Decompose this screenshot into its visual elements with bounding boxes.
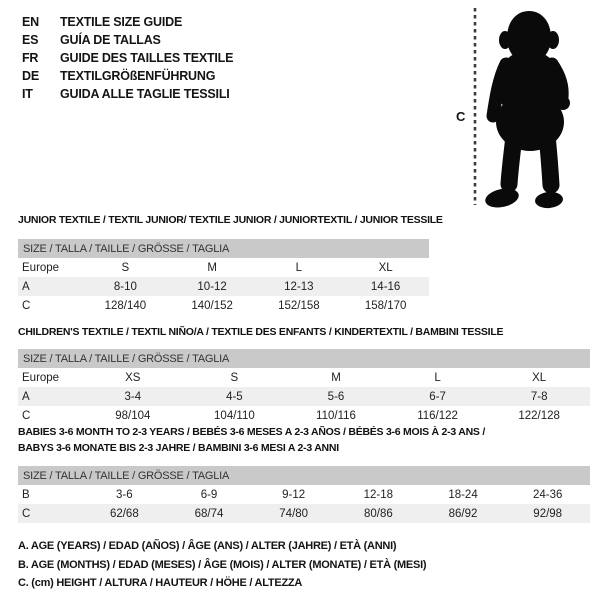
language-code: IT — [22, 87, 33, 101]
table-row-height: C 128/140 140/152 152/158 158/170 — [18, 296, 429, 315]
row-label: A — [22, 390, 30, 403]
age-cell: 6-7 — [429, 390, 446, 403]
row-label: C — [22, 299, 31, 312]
row-label: B — [22, 488, 30, 501]
height-label-c: C — [456, 109, 466, 124]
table-row-europe: Europe S M L XL — [18, 258, 429, 277]
age-cell: 8-10 — [113, 280, 137, 293]
height-cell: 80/86 — [363, 507, 393, 520]
footnote-legend: A. AGE (YEARS) / EDAD (AÑOS) / ÂGE (ANS)… — [18, 537, 427, 593]
footnote-a: A. AGE (YEARS) / EDAD (AÑOS) / ÂGE (ANS)… — [18, 540, 397, 552]
height-cell: 122/128 — [518, 409, 560, 422]
language-code: EN — [22, 15, 39, 29]
guide-title: GUIDA ALLE TAGLIE TESSILI — [60, 87, 230, 101]
measurement-figure: C — [450, 4, 600, 216]
age-cell: 5-6 — [327, 390, 345, 403]
table-row-europe: Europe XS S M L XL — [18, 368, 590, 387]
months-cell: 9-12 — [282, 488, 306, 501]
size-header-bar: SIZE / TALLA / TAILLE / GRÖSSE / TAGLIA — [18, 349, 590, 368]
section-title-babies: BABIES 3-6 MONTH TO 2-3 YEARS / BEBÉS 3-… — [18, 424, 485, 456]
height-cell: 92/98 — [533, 507, 563, 520]
junior-size-table: SIZE / TALLA / TAILLE / GRÖSSE / TAGLIA … — [18, 239, 429, 315]
row-label: C — [22, 409, 31, 422]
height-cell: 110/116 — [316, 409, 356, 422]
language-title-list: EN TEXTILE SIZE GUIDE ES GUÍA DE TALLAS … — [22, 13, 233, 103]
size-cell: S — [230, 371, 239, 384]
table-row-age: A 8-10 10-12 12-13 14-16 — [18, 277, 429, 296]
size-cell: XS — [125, 371, 141, 384]
height-cell: 62/68 — [109, 507, 139, 520]
language-code: DE — [22, 69, 39, 83]
language-row-de: DE TEXTILGRÖßENFÜHRUNG — [22, 67, 233, 85]
age-cell: 7-8 — [530, 390, 548, 403]
row-label: C — [22, 507, 31, 520]
size-header-bar: SIZE / TALLA / TAILLE / GRÖSSE / TAGLIA — [18, 239, 429, 258]
language-row-it: IT GUIDA ALLE TAGLIE TESSILI — [22, 85, 233, 103]
baby-silhouette: C — [456, 8, 570, 209]
language-code: FR — [22, 51, 39, 65]
row-label: Europe — [22, 371, 60, 384]
height-cell: 68/74 — [194, 507, 224, 520]
age-cell: 10-12 — [197, 280, 227, 293]
children-size-table: SIZE / TALLA / TAILLE / GRÖSSE / TAGLIA … — [18, 349, 590, 425]
height-cell: 86/92 — [448, 507, 478, 520]
age-cell: 12-13 — [284, 280, 314, 293]
age-cell: 4-5 — [226, 390, 243, 403]
baby-silhouette-shape — [485, 11, 570, 209]
size-header-label: SIZE / TALLA / TAILLE / GRÖSSE / TAGLIA — [23, 242, 230, 255]
table-row-age: A 3-4 4-5 5-6 6-7 7-8 — [18, 387, 590, 406]
size-cell: L — [295, 261, 303, 274]
height-cell: 116/122 — [417, 409, 458, 422]
footnote-c: C. (cm) HEIGHT / ALTURA / HAUTEUR / HÖHE… — [18, 577, 303, 589]
table-row-height: C 98/104 104/110 110/116 116/122 122/128 — [18, 406, 590, 425]
row-label: Europe — [22, 261, 60, 274]
guide-title: GUÍA DE TALLAS — [60, 33, 161, 47]
section-title-line-1: BABIES 3-6 MONTH TO 2-3 YEARS / BEBÉS 3-… — [18, 426, 486, 438]
height-cell: 158/170 — [364, 299, 407, 312]
size-cell: XL — [532, 371, 547, 384]
height-cell: 98/104 — [115, 409, 151, 422]
height-cell: 104/110 — [214, 409, 255, 422]
months-cell: 18-24 — [448, 488, 478, 501]
footnote-b: B. AGE (MONTHS) / EDAD (MESES) / ÂGE (MO… — [18, 558, 427, 571]
language-code: ES — [22, 33, 39, 47]
language-row-en: EN TEXTILE SIZE GUIDE — [22, 13, 233, 31]
age-cell: 14-16 — [370, 280, 401, 293]
table-row-height: C 62/68 68/74 74/80 80/86 86/92 92/98 — [18, 504, 590, 523]
guide-title: TEXTILGRÖßENFÜHRUNG — [60, 69, 216, 83]
size-cell: M — [331, 371, 341, 384]
size-header-label: SIZE / TALLA / TAILLE / GRÖSSE / TAGLIA — [23, 469, 230, 482]
months-cell: 3-6 — [116, 488, 133, 501]
size-cell: M — [207, 261, 217, 274]
size-header-label: SIZE / TALLA / TAILLE / GRÖSSE / TAGLIA — [23, 352, 230, 365]
size-cell: L — [434, 371, 441, 384]
language-row-fr: FR GUIDE DES TAILLES TEXTILE — [22, 49, 233, 67]
size-cell: S — [121, 261, 130, 274]
months-cell: 24-36 — [532, 488, 563, 501]
height-cell: 74/80 — [279, 507, 309, 520]
age-cell: 3-4 — [124, 390, 142, 403]
size-header-bar: SIZE / TALLA / TAILLE / GRÖSSE / TAGLIA — [18, 466, 590, 485]
size-cell: XL — [378, 261, 393, 274]
guide-title: TEXTILE SIZE GUIDE — [60, 15, 183, 29]
months-cell: 12-18 — [363, 488, 394, 501]
height-cell: 140/152 — [191, 299, 233, 312]
babies-size-table: SIZE / TALLA / TAILLE / GRÖSSE / TAGLIA … — [18, 466, 590, 523]
section-title-line-2: BABYS 3-6 MONATE BIS 2-3 JAHRE / BAMBINI… — [18, 442, 339, 454]
section-title-junior: JUNIOR TEXTILE / TEXTIL JUNIOR/ TEXTILE … — [18, 214, 443, 226]
height-cell: 152/158 — [278, 299, 320, 312]
guide-title: GUIDE DES TAILLES TEXTILE — [60, 51, 234, 65]
section-title-children: CHILDREN'S TEXTILE / TEXTIL NIÑO/A / TEX… — [18, 326, 504, 338]
months-cell: 6-9 — [200, 488, 218, 501]
height-cell: 128/140 — [104, 299, 147, 312]
table-row-months: B 3-6 6-9 9-12 12-18 18-24 24-36 — [18, 485, 590, 504]
row-label: A — [22, 280, 30, 293]
language-row-es: ES GUÍA DE TALLAS — [22, 31, 233, 49]
